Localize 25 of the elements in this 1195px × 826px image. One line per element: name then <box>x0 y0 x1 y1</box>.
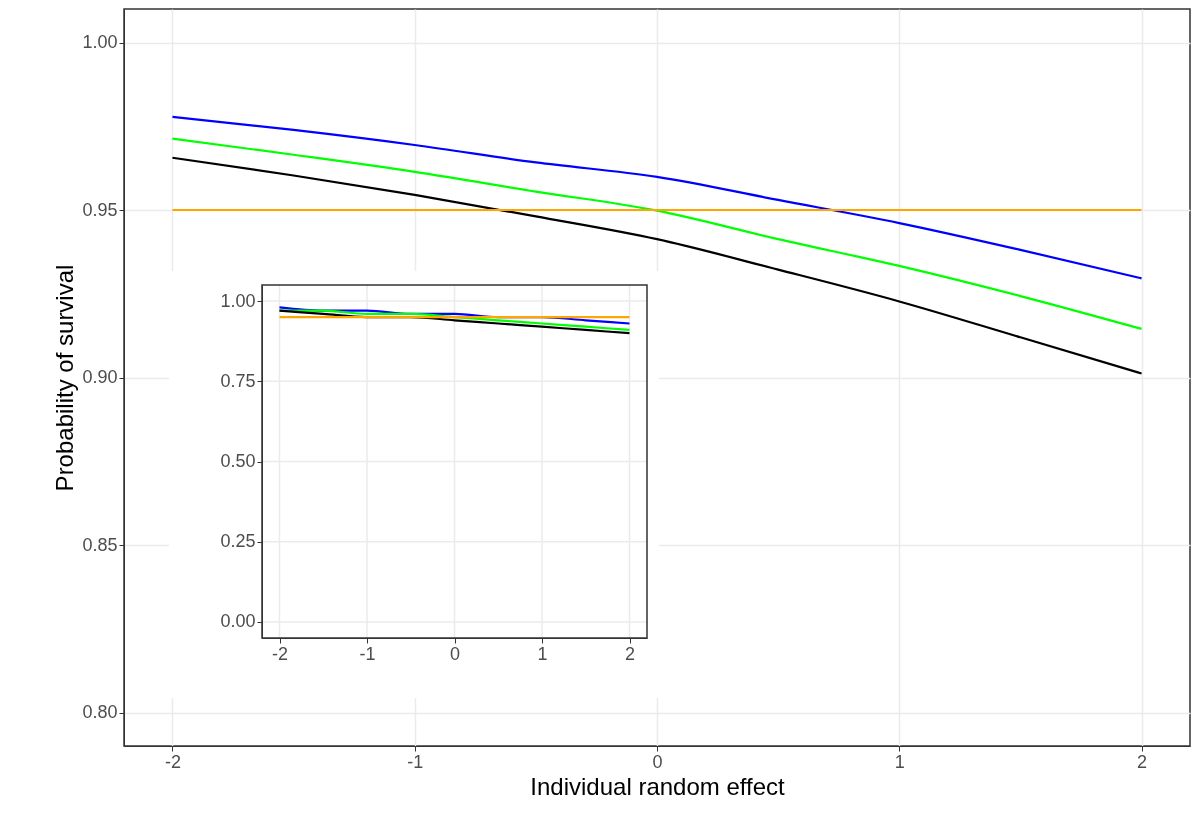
y-tick-label: 0.50 <box>220 451 256 471</box>
y-tick-label: 0.95 <box>82 199 118 220</box>
y-axis-title: Probability of survival <box>51 264 79 492</box>
line-series <box>171 156 1143 375</box>
x-tick-label: -2 <box>271 643 289 664</box>
x-tick-label: -1 <box>407 751 424 772</box>
y-tick-label: 0.90 <box>82 367 118 387</box>
x-tick-label: 0 <box>652 751 663 772</box>
y-tick-label: 0.25 <box>220 531 256 552</box>
y-tick-label: 0.75 <box>220 370 256 391</box>
line-series <box>171 115 1143 280</box>
x-tick-label: -2 <box>164 751 181 772</box>
y-tick-label: 1.00 <box>220 290 256 311</box>
x-tick-label: 2 <box>624 643 636 664</box>
y-tick-label: 1.00 <box>82 32 118 52</box>
x-tick-label: 1 <box>894 751 905 772</box>
y-tick-label: 0.80 <box>82 702 118 722</box>
y-tick-label: 0.00 <box>220 611 256 632</box>
x-axis-title: Individual random effect <box>530 772 786 800</box>
x-tick-label: 0 <box>449 643 461 664</box>
x-tick-label: 2 <box>1137 751 1148 772</box>
y-tick-label: 0.85 <box>82 534 118 555</box>
line-series <box>171 137 1143 331</box>
x-tick-label: 1 <box>537 643 548 664</box>
x-tick-label: -1 <box>359 643 376 664</box>
